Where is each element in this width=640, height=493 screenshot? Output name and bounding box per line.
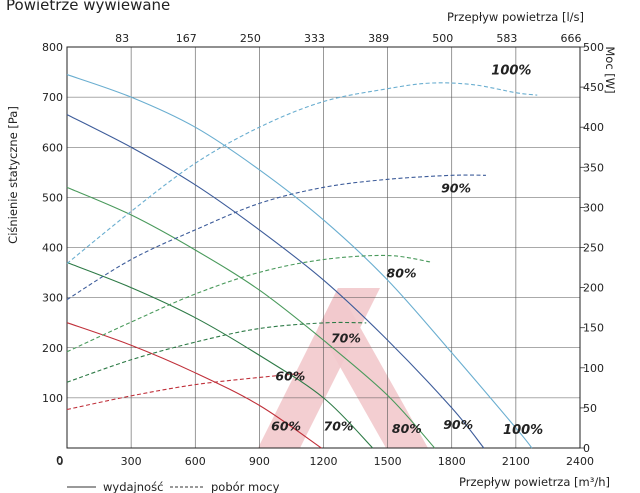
y2-tick-label: 400: [583, 121, 604, 134]
performance-curve-90-percent: [66, 114, 485, 449]
x-tick-label: 2100: [502, 455, 530, 468]
x-tick-label: 0: [57, 455, 64, 468]
y-tick-label: 800: [42, 41, 63, 54]
x2-tick-label: 250: [240, 32, 261, 45]
y-tick-label: 600: [42, 141, 63, 154]
y2-tick-label: 0: [583, 442, 590, 455]
x-tick-label: 2400: [566, 455, 594, 468]
legend: wydajność pobór mocy: [67, 480, 280, 493]
performance-curve-100-percent: [66, 74, 533, 449]
y2-tick-label: 150: [583, 322, 604, 335]
y-tick-label: 200: [42, 342, 63, 355]
legend-label-pobor-mocy: pobór mocy: [211, 480, 280, 493]
y2-tick-label: 350: [583, 161, 604, 174]
speed-percent-label: 70%: [331, 331, 361, 346]
performance-curve-80-percent: [66, 186, 436, 449]
y-tick-label: 700: [42, 91, 63, 104]
speed-percent-label: 90%: [443, 417, 473, 432]
x2-tick-label: 83: [115, 32, 129, 45]
x2-tick-label: 389: [368, 32, 389, 45]
speed-percent-label: 80%: [387, 266, 417, 281]
speed-percent-label: 70%: [324, 418, 354, 433]
x2-tick-label: 583: [496, 32, 517, 45]
speed-percent-label: 100%: [491, 64, 531, 79]
performance-curve-60-percent: [66, 322, 322, 449]
x2-tick-label: 333: [304, 32, 325, 45]
power-curve-70-percent: [66, 321, 367, 383]
left-axis-label: Ciśnienie statyczne [Pa]: [6, 106, 20, 244]
y2-tick-label: 500: [583, 41, 604, 54]
x-tick-label: 900: [249, 455, 270, 468]
y2-tick-label: 100: [583, 362, 604, 375]
y-tick-label: 0: [56, 454, 63, 467]
x-tick-label: 1800: [438, 455, 466, 468]
x-tick-label: 300: [121, 455, 142, 468]
y-tick-label: 500: [42, 191, 63, 204]
power-curve-90-percent: [66, 174, 486, 301]
y-tick-label: 300: [42, 292, 63, 305]
x2-tick-label: 500: [432, 32, 453, 45]
y2-tick-label: 50: [583, 402, 597, 415]
y-tick-label: 100: [42, 392, 63, 405]
y2-tick-label: 200: [583, 282, 604, 295]
plot-frame: [66, 46, 581, 449]
speed-percent-label: 80%: [392, 421, 422, 436]
bottom-axis-label: Przepływ powietrza [m³/h]: [459, 475, 610, 489]
top-axis-label: Przepływ powietrza [l/s]: [447, 10, 584, 24]
legend-label-wydajnosc: wydajność: [103, 480, 163, 493]
power-curve-80-percent: [66, 254, 431, 353]
right-axis-label: Moc [W]: [603, 46, 617, 93]
y2-tick-label: 250: [583, 242, 604, 255]
y2-tick-label: 450: [583, 81, 604, 94]
x2-tick-label: 666: [561, 32, 582, 45]
x2-tick-label: 167: [176, 32, 197, 45]
y2-tick-label: 300: [583, 201, 604, 214]
chart-title: Powietrze wywiewane: [6, 0, 170, 14]
x-tick-label: 1200: [310, 455, 338, 468]
performance-curve-70-percent: [66, 262, 374, 449]
power-curve-60-percent: [66, 372, 303, 411]
x-tick-label: 1500: [374, 455, 402, 468]
speed-percent-label: 100%: [503, 423, 543, 438]
x-tick-label: 600: [185, 455, 206, 468]
speed-percent-label: 60%: [271, 418, 301, 433]
y-tick-label: 400: [42, 242, 63, 255]
speed-percent-label: 60%: [275, 368, 305, 383]
power-curve-100-percent: [66, 82, 538, 264]
speed-percent-label: 90%: [441, 180, 471, 195]
